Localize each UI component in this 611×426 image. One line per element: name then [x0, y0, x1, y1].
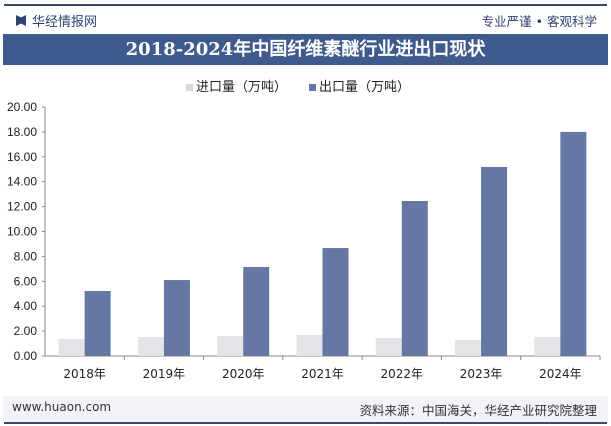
bar-export	[163, 280, 190, 356]
legend-swatch-import	[186, 84, 193, 91]
logo-icon	[16, 15, 26, 26]
legend-label: 出口量（万吨）	[319, 80, 411, 95]
y-tick-label: 16.00	[7, 150, 37, 164]
slogan: 专业严谨 • 客观科学	[481, 14, 597, 29]
bar-import	[375, 337, 402, 356]
bar-import	[296, 334, 323, 356]
x-tick-label: 2022年	[381, 367, 424, 381]
y-tick-label: 12.00	[7, 200, 37, 214]
bar-export	[84, 291, 111, 356]
brand: 华经情报网	[16, 11, 97, 30]
y-tick-label: 4.00	[14, 299, 38, 313]
bar-import	[137, 336, 164, 356]
bar-export	[243, 266, 270, 356]
bar-import	[217, 336, 244, 356]
x-tick-label: 2018年	[63, 367, 106, 381]
x-tick-label: 2021年	[301, 367, 344, 381]
y-tick-label: 6.00	[14, 274, 38, 288]
bar-export	[560, 131, 587, 356]
bar-export	[401, 200, 428, 356]
legend-export: 出口量（万吨）	[309, 76, 410, 95]
legend-label: 进口量（万吨）	[196, 80, 288, 95]
y-tick-label: 8.00	[14, 249, 38, 263]
bar-import	[58, 338, 85, 356]
chart-title: 2018-2024年中国纤维素醚行业进出口现状	[3, 34, 608, 65]
x-tick-label: 2024年	[539, 367, 582, 381]
y-tick-label: 2.00	[14, 324, 38, 338]
y-tick-label: 10.00	[7, 225, 37, 239]
brand-name: 华经情报网	[32, 15, 98, 30]
legend: 进口量（万吨） 出口量（万吨）	[186, 76, 410, 95]
y-tick-label: 18.00	[7, 125, 37, 139]
x-tick-label: 2019年	[143, 367, 186, 381]
footer-url: www.huaon.com	[12, 400, 112, 414]
x-tick-label: 2023年	[460, 367, 503, 381]
bar-export	[322, 248, 349, 356]
source-note: 资料来源：中国海关，华经产业研究院整理	[359, 403, 597, 418]
footer-bar	[3, 396, 608, 422]
bar-import	[534, 336, 561, 356]
bar-export	[481, 167, 508, 356]
y-tick-label: 14.00	[7, 175, 37, 189]
legend-swatch-export	[309, 84, 317, 91]
bottom-border	[4, 422, 607, 424]
x-tick-label: 2020年	[222, 367, 265, 381]
y-tick-label: 0.00	[14, 349, 38, 363]
top-border	[4, 4, 607, 6]
legend-import: 进口量（万吨）	[186, 76, 287, 95]
bar-import	[455, 339, 482, 356]
y-tick-label: 20.00	[7, 100, 37, 114]
